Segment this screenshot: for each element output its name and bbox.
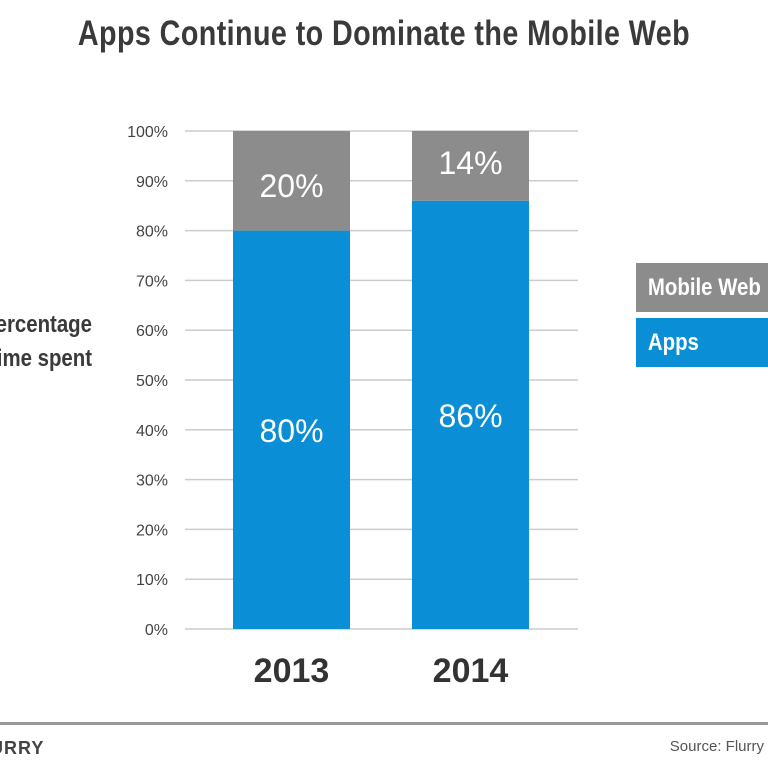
y-axis-label-line2: of time spent [0,345,92,372]
y-tick-label: 40% [136,423,168,440]
y-tick-label: 50% [136,373,168,390]
y-tick-label: 30% [136,473,168,490]
y-tick-label: 80% [136,224,168,241]
data-label: 14% [438,145,502,181]
legend-apps: Apps [636,318,768,367]
data-label: 86% [438,398,502,434]
legend-mobile-web: Mobile Web [636,263,768,312]
x-tick-label: 2014 [433,652,509,690]
legend-label-mobile-web: Mobile Web [647,274,761,301]
bar-apps-2013 [233,230,350,629]
y-tick-label: 100% [127,124,168,141]
source-note: Source: Flurry [669,738,764,755]
y-tick-label: 20% [136,522,168,539]
x-tick-label: 2013 [254,652,330,690]
data-label: 20% [259,168,323,204]
y-axis-label-line1: Percentage [0,311,92,338]
y-tick-label: 70% [136,273,168,290]
y-tick-label: 10% [136,572,168,589]
y-tick-label: 0% [145,622,168,639]
bar-mobile-web-2014 [412,131,529,201]
legend-label-apps: Apps [647,329,699,356]
y-tick-label: 90% [136,174,168,191]
y-tick-label: 60% [136,323,168,340]
chart-title: Apps Continue to Dominate the Mobile Web [77,14,691,53]
bar-apps-2014 [412,200,529,629]
y-axis-label: Percentage of time spent [0,308,92,376]
bar-mobile-web-2013 [233,131,350,231]
data-label: 80% [259,413,323,449]
footer-divider [0,722,768,725]
flurry-logo: FLURRY [0,738,45,758]
